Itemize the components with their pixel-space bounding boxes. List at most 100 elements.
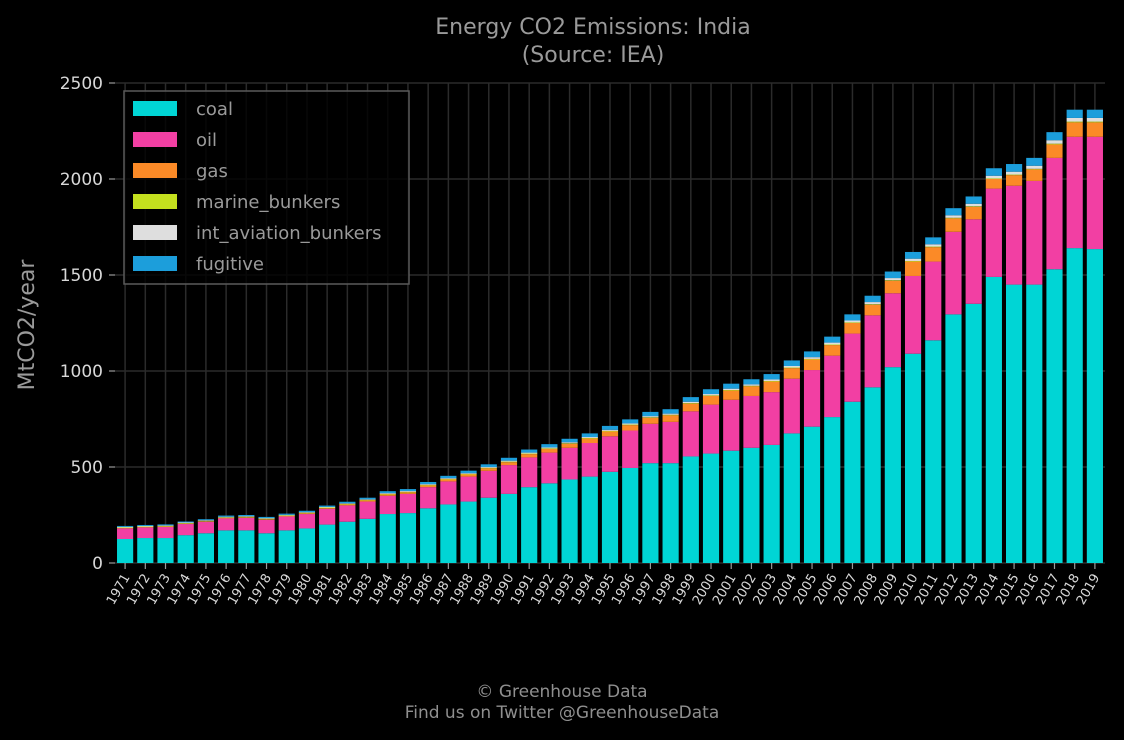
bar-gas-1979 (278, 515, 295, 517)
bar-fugitive-1971 (117, 525, 134, 527)
bar-fugitive-2008 (864, 295, 881, 303)
bar-int_aviation_bunkers-1995 (601, 429, 619, 431)
bar-fugitive-1985 (399, 489, 417, 491)
bar-int_aviation_bunkers-2015 (1006, 171, 1023, 175)
legend-swatch-gas (133, 163, 177, 178)
bar-marine_bunkers-1984 (379, 493, 396, 495)
bar-gas-2011 (925, 247, 942, 262)
bar-marine_bunkers-1992 (541, 448, 558, 449)
bar-fugitive-1975 (197, 519, 214, 521)
bar-coal-1990 (500, 493, 518, 563)
bar-oil-2017 (1046, 157, 1063, 270)
bar-fugitive-1976 (218, 515, 235, 517)
bar-oil-1991 (521, 457, 538, 488)
bar-oil-1989 (480, 470, 497, 498)
bar-coal-1981 (319, 524, 336, 563)
bar-coal-1994 (581, 476, 598, 563)
bar-int_aviation_bunkers-2019 (1086, 117, 1103, 122)
bar-gas-2004 (783, 368, 800, 379)
legend-swatch-fugitive (133, 256, 177, 271)
bar-coal-2002 (743, 447, 760, 563)
bar-int_aviation_bunkers-1993 (561, 442, 578, 444)
bar-oil-2015 (1006, 185, 1023, 285)
bar-coal-1992 (541, 483, 558, 563)
bar-int_aviation_bunkers-1999 (682, 401, 699, 404)
bar-coal-2001 (723, 450, 740, 563)
bar-gas-1997 (642, 417, 659, 424)
bar-gas-1978 (258, 519, 275, 520)
bar-marine_bunkers-1980 (298, 512, 316, 514)
bar-fugitive-1982 (339, 501, 356, 504)
bar-gas-1993 (561, 443, 578, 448)
bar-oil-2000 (702, 404, 720, 454)
bar-oil-1981 (319, 508, 336, 525)
bar-gas-1990 (500, 462, 518, 466)
bar-coal-1978 (258, 533, 275, 563)
bar-gas-1987 (440, 479, 457, 482)
bar-oil-1980 (298, 514, 316, 529)
bar-gas-2005 (803, 359, 821, 371)
bar-marine_bunkers-2006 (824, 344, 841, 346)
bar-int_aviation_bunkers-1990 (500, 460, 518, 462)
bar-gas-2007 (844, 323, 861, 334)
bar-oil-1982 (339, 505, 356, 522)
bar-gas-1976 (218, 517, 235, 519)
bar-gas-2008 (864, 304, 881, 316)
y-axis-ticks: 0 500 1000 1500 2000 2500 (60, 74, 115, 574)
bar-oil-1977 (238, 517, 255, 531)
bar-oil-2012 (945, 231, 962, 315)
bar-marine_bunkers-2005 (803, 358, 821, 360)
bar-marine_bunkers-2000 (702, 395, 720, 396)
bar-fugitive-2003 (763, 374, 780, 380)
bar-oil-1978 (258, 519, 275, 534)
bar-coal-2016 (1026, 284, 1043, 563)
bar-int_aviation_bunkers-1992 (541, 447, 558, 449)
bar-coal-2013 (965, 303, 982, 563)
bar-coal-1998 (662, 463, 679, 563)
bar-gas-1983 (359, 500, 376, 502)
bar-coal-1993 (561, 479, 578, 563)
bar-oil-1976 (218, 518, 235, 531)
bar-int_aviation_bunkers-1976 (218, 516, 235, 518)
bar-oil-1996 (622, 430, 639, 468)
bar-marine_bunkers-1982 (339, 503, 356, 505)
bar-oil-2009 (884, 293, 901, 368)
bar-oil-1997 (642, 423, 659, 464)
bar-marine_bunkers-2014 (985, 178, 1002, 179)
bar-fugitive-2012 (945, 208, 962, 216)
bar-gas-2013 (965, 206, 982, 220)
bar-oil-1984 (379, 495, 396, 515)
bar-fugitive-2011 (925, 237, 942, 245)
bar-int_aviation_bunkers-1988 (460, 473, 477, 474)
bar-fugitive-1988 (460, 470, 477, 474)
bar-fugitive-2010 (904, 251, 922, 259)
bar-gas-2002 (743, 386, 760, 396)
bar-int_aviation_bunkers-2011 (925, 244, 942, 247)
bar-oil-2014 (985, 188, 1002, 277)
bar-int_aviation_bunkers-1989 (480, 467, 497, 468)
bar-marine_bunkers-1995 (601, 430, 619, 432)
bar-coal-1971 (117, 539, 134, 563)
bar-gas-1988 (460, 474, 477, 477)
bar-marine_bunkers-2007 (844, 322, 861, 323)
bar-coal-1996 (622, 467, 639, 563)
bar-fugitive-1986 (420, 481, 437, 485)
bar-int_aviation_bunkers-1997 (642, 416, 659, 418)
bar-marine_bunkers-1996 (622, 424, 639, 426)
bar-int_aviation_bunkers-2012 (945, 215, 962, 218)
bar-coal-2012 (945, 314, 962, 563)
bar-marine_bunkers-2018 (1066, 121, 1083, 123)
bar-coal-1982 (339, 521, 356, 563)
bar-fugitive-1974 (177, 521, 194, 523)
bar-marine_bunkers-1989 (480, 467, 497, 469)
bar-marine_bunkers-1979 (278, 515, 295, 516)
bar-fugitive-2007 (844, 314, 861, 321)
bar-fugitive-1973 (157, 524, 174, 526)
bar-fugitive-1977 (238, 515, 255, 517)
bar-coal-2005 (803, 426, 821, 563)
bar-int_aviation_bunkers-1996 (622, 423, 639, 425)
bar-fugitive-1998 (662, 409, 679, 414)
bar-fugitive-2019 (1086, 109, 1103, 118)
bar-int_aviation_bunkers-1982 (339, 503, 356, 504)
